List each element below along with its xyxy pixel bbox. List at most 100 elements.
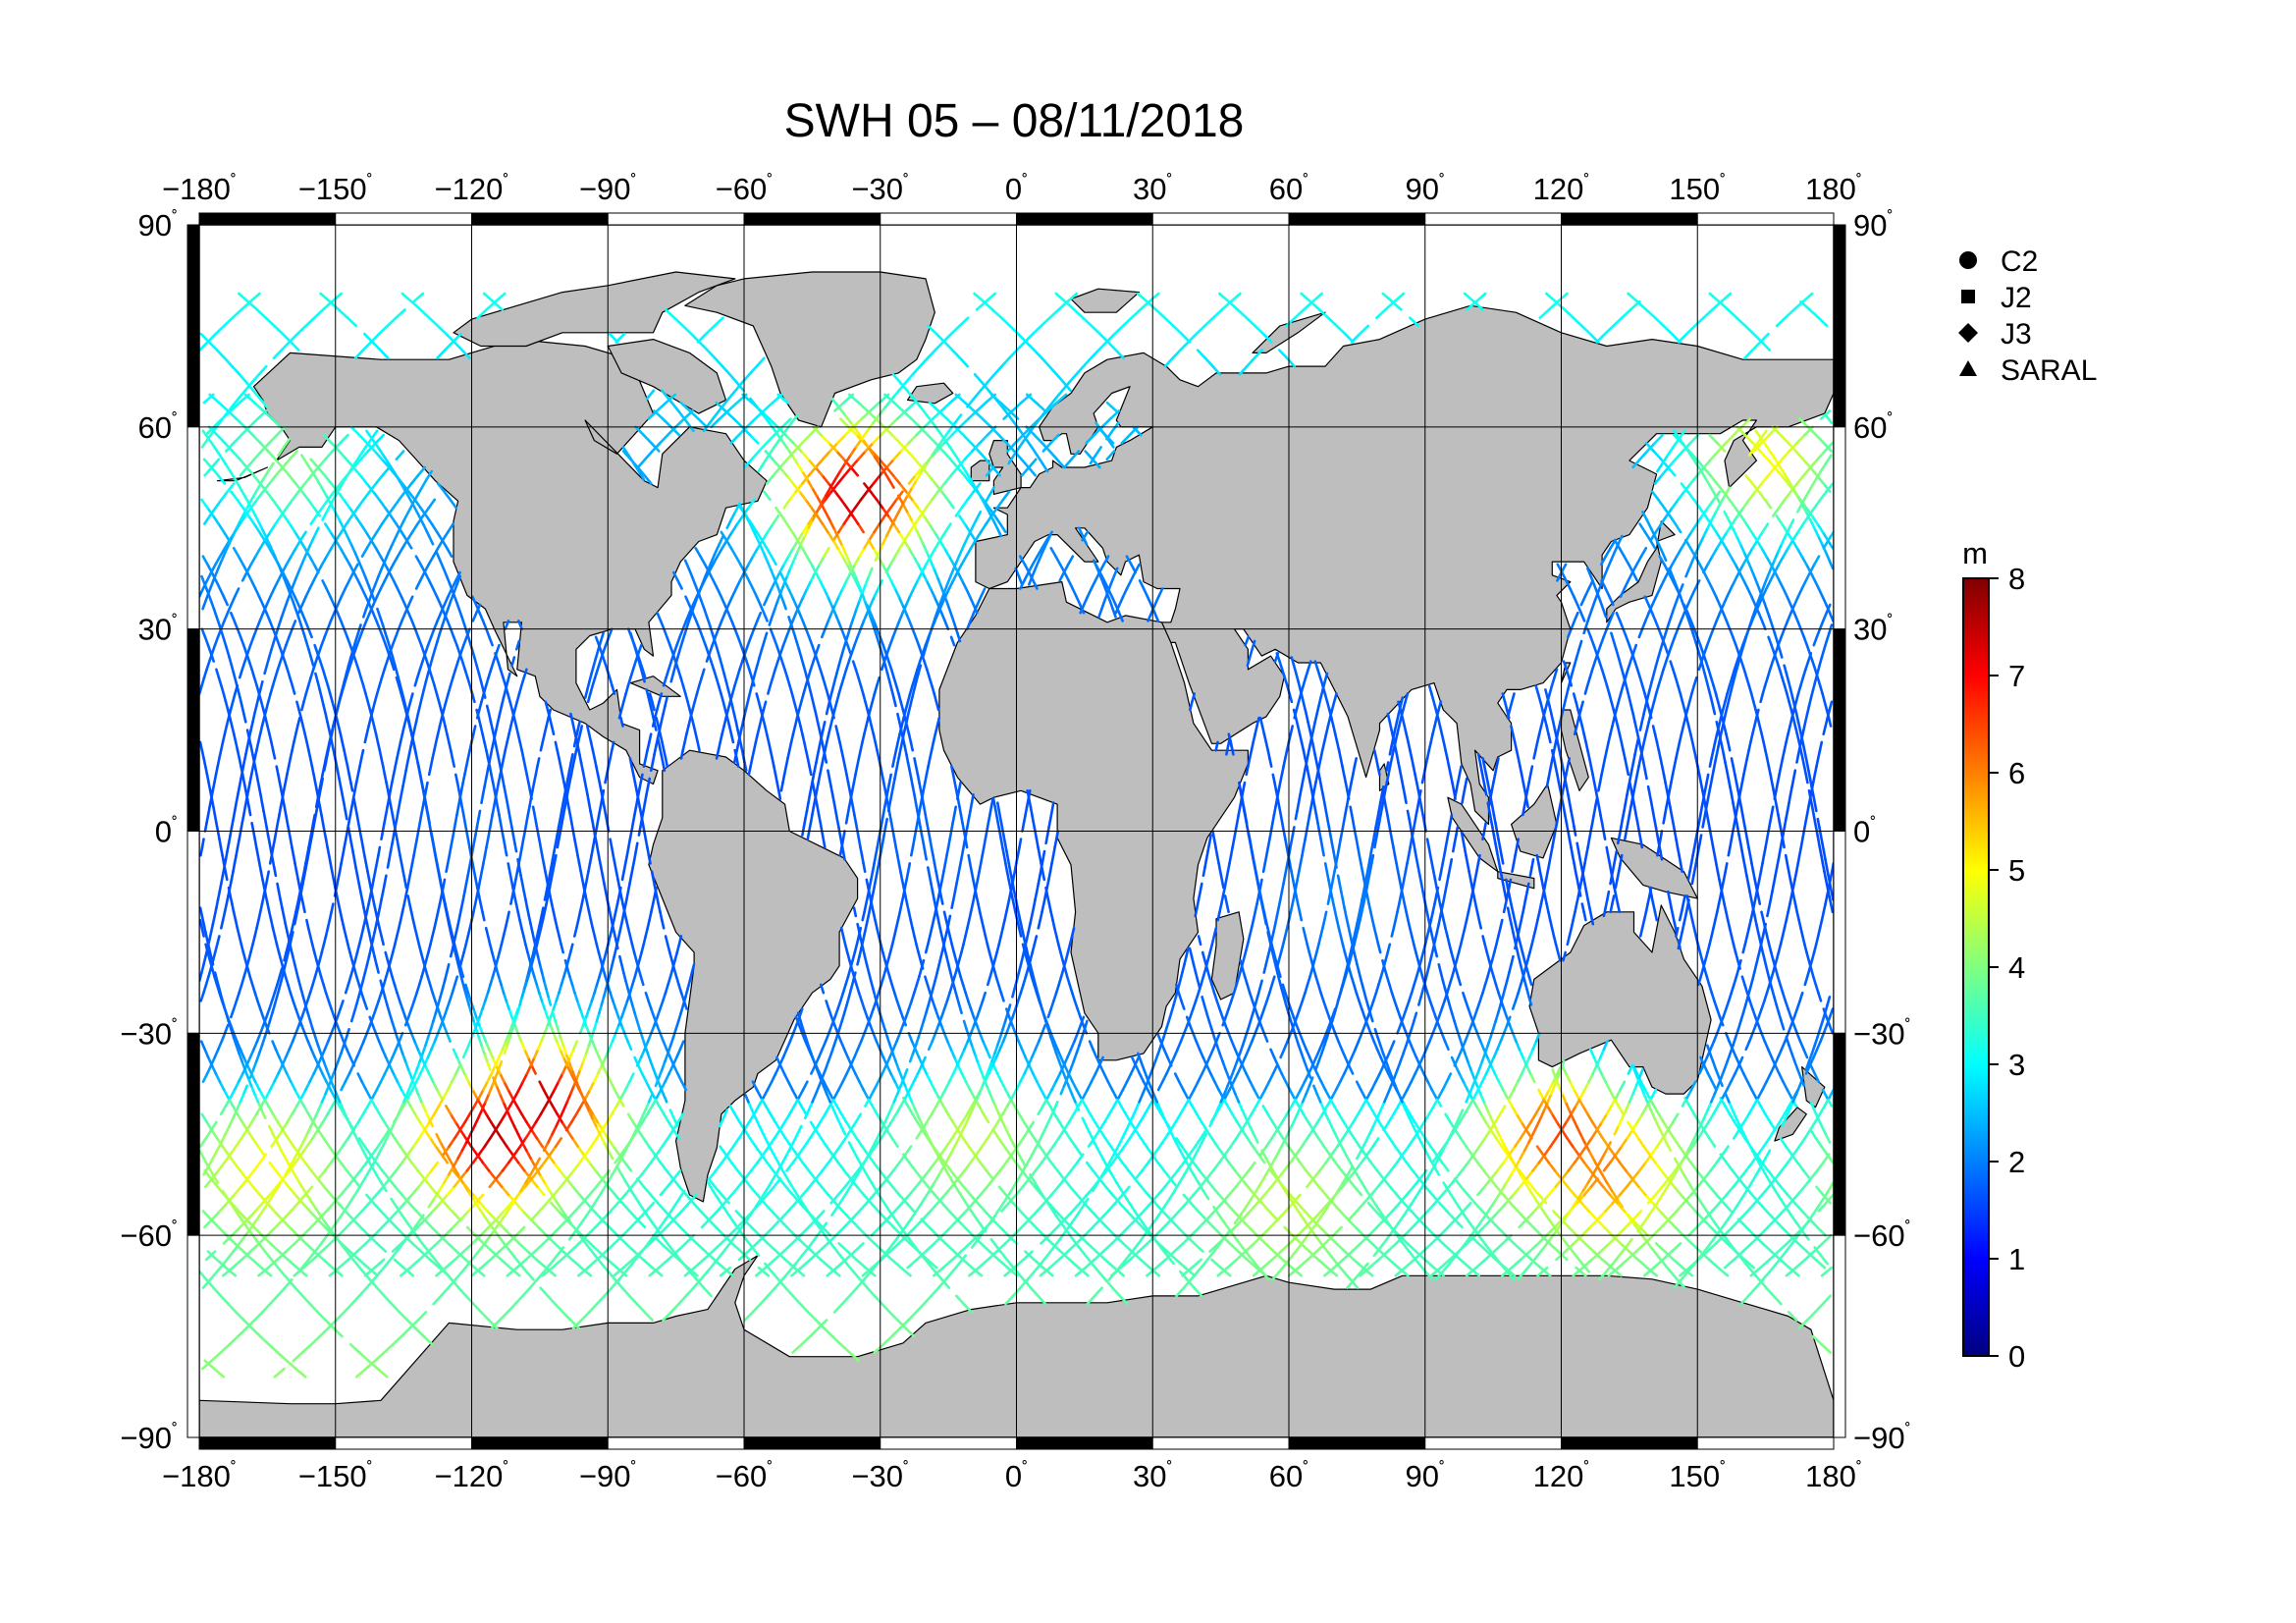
track-segment (757, 1266, 771, 1277)
track-segment (403, 1193, 413, 1205)
track-segment (557, 1210, 567, 1220)
track-segment (245, 465, 255, 477)
track-segment (216, 473, 227, 485)
track-segment (1709, 1161, 1719, 1172)
track-segment (651, 1266, 664, 1277)
track-segment (249, 578, 257, 590)
track-segment (462, 943, 468, 954)
track-segment (452, 635, 458, 647)
track-segment (344, 578, 351, 590)
track-segment (431, 991, 437, 1002)
track-segment (1702, 1169, 1712, 1180)
track-segment (281, 797, 287, 809)
track-segment (445, 862, 450, 874)
track-segment (231, 1258, 243, 1270)
track-segment (273, 830, 278, 841)
track-segment (483, 845, 488, 857)
track-segment (558, 830, 562, 841)
track-segment (1821, 692, 1827, 704)
track-segment (256, 732, 262, 744)
track-segment (1796, 620, 1802, 631)
track-segment (414, 555, 422, 567)
track-segment (1828, 611, 1835, 622)
track-segment (495, 797, 500, 809)
track-segment (317, 1064, 324, 1075)
track-segment (445, 1032, 452, 1043)
track-segment (285, 943, 291, 954)
track-segment (371, 490, 381, 502)
track-segment (397, 918, 402, 930)
track-segment (198, 1137, 208, 1148)
track-segment (478, 1201, 489, 1213)
track-segment (352, 458, 362, 469)
track-segment (406, 894, 411, 905)
track-segment (348, 805, 353, 817)
track-segment (224, 700, 230, 712)
track-segment (529, 1055, 536, 1067)
track-segment (382, 975, 388, 987)
track-segment (307, 627, 313, 639)
track-segment (452, 1217, 463, 1229)
track-segment (1739, 514, 1748, 525)
track-segment (591, 926, 597, 938)
track-segment (427, 498, 437, 510)
track-segment (459, 781, 465, 792)
satellite-track (204, 603, 1834, 1277)
track-segment (388, 967, 394, 979)
track-segment (221, 910, 227, 922)
track-segment (223, 725, 229, 736)
track-segment (458, 1128, 467, 1140)
track-segment (335, 716, 341, 728)
track-segment (436, 611, 443, 622)
track-segment (286, 821, 291, 833)
track-segment (449, 1112, 457, 1124)
track-segment (1258, 878, 1263, 890)
track-segment (393, 935, 399, 947)
track-segment (568, 975, 574, 987)
track-segment (282, 781, 288, 792)
track-segment (321, 821, 326, 833)
track-segment (355, 635, 362, 647)
track-segment (662, 1112, 670, 1124)
track-segment (453, 821, 457, 833)
track-segment (413, 676, 419, 687)
track-segment (416, 635, 423, 647)
track-segment (593, 983, 599, 995)
track-segment (292, 1000, 297, 1010)
track-segment (604, 813, 609, 825)
track-segment (737, 425, 749, 437)
track-segment (865, 878, 870, 890)
track-segment (254, 845, 260, 857)
track-segment (312, 950, 318, 962)
track-segment (380, 1217, 392, 1229)
track-segment (500, 983, 506, 995)
track-segment (198, 740, 204, 752)
track-segment (462, 1072, 470, 1083)
track-segment (603, 805, 608, 817)
track-segment (460, 950, 465, 962)
track-segment (305, 1137, 314, 1148)
track-segment (578, 902, 584, 914)
track-segment (364, 530, 373, 542)
track-segment (275, 1128, 284, 1140)
track-segment (1795, 1185, 1806, 1197)
track-segment (294, 1007, 300, 1019)
track-segment (637, 781, 643, 792)
track-segment (211, 950, 217, 962)
track-segment (317, 967, 323, 979)
track-segment (357, 1137, 366, 1148)
track-segment (539, 1105, 548, 1115)
track-segment (351, 652, 357, 663)
track-segment (1735, 425, 1746, 437)
track-segment (589, 683, 595, 695)
track-segment (273, 935, 279, 947)
track-segment (361, 845, 366, 857)
track-segment (326, 1105, 334, 1115)
track-segment (791, 1193, 802, 1205)
track-segment (438, 1233, 450, 1245)
track-segment (283, 514, 292, 525)
track-segment (678, 627, 685, 639)
track-segment (309, 458, 320, 469)
track-segment (551, 1105, 560, 1115)
track-segment (311, 660, 318, 672)
